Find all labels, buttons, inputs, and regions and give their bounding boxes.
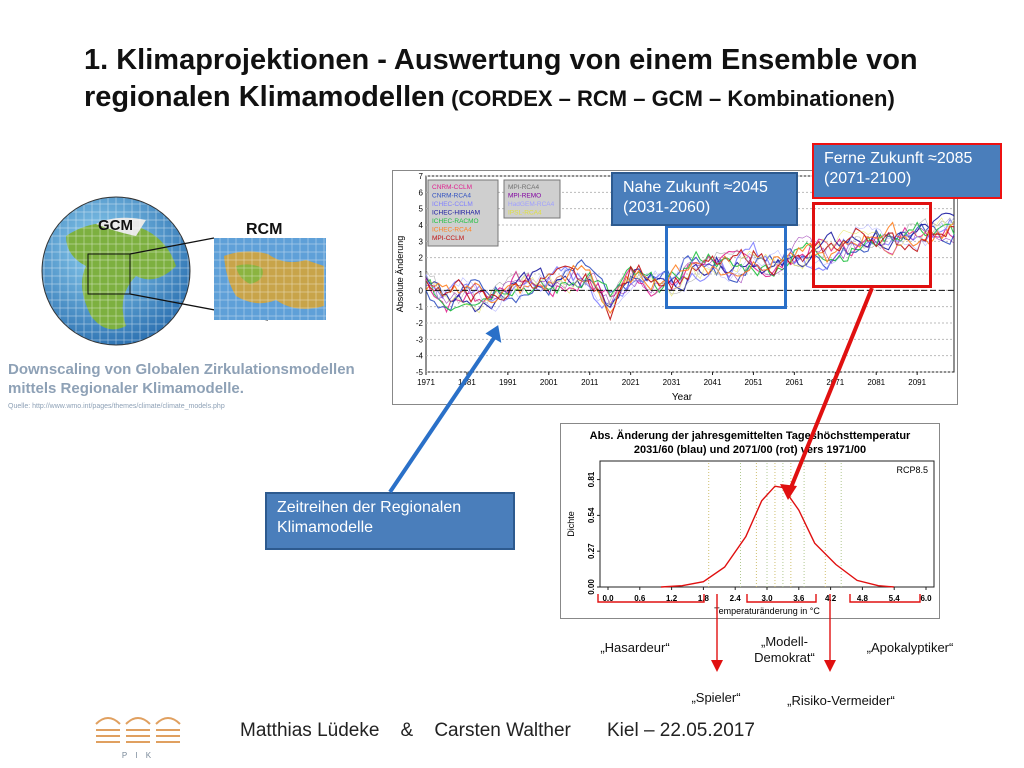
timeseries-ylabel: Absolute Änderung bbox=[395, 236, 405, 313]
bracket-hasardeur bbox=[597, 594, 705, 603]
ts-xtick-label: 2031 bbox=[663, 378, 681, 387]
density-xtick-label: 3.0 bbox=[761, 594, 773, 603]
near-future-callout: Nahe Zukunft ≈2045 (2031-2060) bbox=[611, 172, 798, 226]
ts-xtick-label: 2011 bbox=[581, 378, 599, 387]
legend-entry: HadGEM-RCA4 bbox=[508, 201, 555, 208]
downscaling-caption: Downscaling von Globalen Zirkulationsmod… bbox=[8, 361, 355, 397]
ts-ytick-label: 5 bbox=[419, 205, 424, 214]
ts-series-line bbox=[425, 217, 955, 307]
title-line-2: regionalen Klimamodellen bbox=[84, 81, 445, 113]
gcm-rcm-illustration: GCM RCM bbox=[41, 196, 326, 346]
ts-xtick-label: 2021 bbox=[622, 378, 640, 387]
title-line-2-sub: (CORDEX – RCM – GCM – Kombinationen) bbox=[444, 86, 895, 111]
legend-entry: ICHEC-CCLM bbox=[432, 201, 473, 208]
ts-xtick-label: 2071 bbox=[826, 378, 844, 387]
density-xtick-label: 1.2 bbox=[666, 594, 678, 603]
legend-entry: ICHEC-RCA4 bbox=[432, 227, 472, 234]
ts-ytick-label: -3 bbox=[416, 335, 424, 344]
legend-entry: CNRM-CCLM bbox=[432, 184, 472, 191]
density-ytick-label: 0.00 bbox=[587, 579, 596, 595]
legend-entry: ICHEC-RACMO bbox=[432, 218, 479, 225]
ts-ytick-label: 7 bbox=[419, 172, 424, 181]
ts-ytick-label: -4 bbox=[416, 352, 424, 361]
ts-xtick-label: 2041 bbox=[704, 378, 722, 387]
gcm-label: GCM bbox=[98, 217, 133, 234]
bracket-apokalyptiker bbox=[849, 594, 921, 603]
ts-xtick-label: 1971 bbox=[417, 378, 435, 387]
density-ytick-label: 0.81 bbox=[587, 471, 596, 487]
ts-ytick-label: 0 bbox=[419, 286, 424, 295]
density-xtick-label: 4.2 bbox=[825, 594, 837, 603]
legend-entry: MPI-REMO bbox=[508, 193, 541, 200]
density-annotation: RCP8.5 bbox=[896, 465, 928, 475]
density-xlabel: Temperaturänderung in °C bbox=[714, 606, 820, 616]
density-xtick-label: 5.4 bbox=[889, 594, 901, 603]
legend-entry: MPI-RCA4 bbox=[508, 184, 539, 191]
category-brackets bbox=[597, 594, 921, 672]
density-frame bbox=[560, 423, 940, 619]
density-xtick-label: 0.0 bbox=[602, 594, 614, 603]
density-ytick-label: 0.27 bbox=[587, 543, 596, 559]
ts-ytick-label: 2 bbox=[419, 254, 424, 263]
page-title: 1. Klimaprojektionen - Auswertung von ei… bbox=[84, 42, 984, 120]
ts-xtick-label: 2001 bbox=[540, 378, 558, 387]
density-xtick-label: 3.6 bbox=[793, 594, 805, 603]
density-xtick-label: 2.4 bbox=[730, 594, 742, 603]
density-xtick-label: 6.0 bbox=[920, 594, 932, 603]
ts-series-line bbox=[425, 226, 955, 322]
density-chart: Abs. Änderung der jahresgemittelten Tage… bbox=[560, 423, 940, 619]
downscaling-source: Quelle: http://www.wmo.int/pages/themes/… bbox=[8, 403, 225, 410]
density-curve bbox=[660, 485, 895, 588]
ts-ytick-label: -2 bbox=[416, 319, 424, 328]
timeseries-xlabel: Year bbox=[672, 392, 693, 403]
label-apokalyptiker: „Apokalyptiker“ bbox=[866, 640, 954, 655]
footer-authors: Matthias Lüdeke & Carsten Walther bbox=[240, 720, 571, 741]
pik-logo: P I K bbox=[95, 717, 181, 760]
ts-xtick-label: 1981 bbox=[458, 378, 476, 387]
label-hasardeur: „Hasardeur“ bbox=[600, 640, 670, 655]
ts-series-line bbox=[425, 217, 955, 312]
title-line-1: 1. Klimaprojektionen - Auswertung von ei… bbox=[84, 44, 918, 76]
ts-series-line bbox=[425, 221, 955, 312]
far-future-highlight bbox=[812, 202, 932, 288]
density-ytick-label: 0.54 bbox=[587, 507, 596, 523]
density-xtick-label: 0.6 bbox=[634, 594, 646, 603]
density-ylabel: Dichte bbox=[566, 511, 576, 537]
ts-series-line bbox=[425, 217, 955, 314]
ts-xtick-label: 2061 bbox=[785, 378, 803, 387]
ts-ytick-label: 3 bbox=[419, 237, 424, 246]
ts-ytick-label: 6 bbox=[419, 188, 424, 197]
density-subtitle: 2031/60 (blau) und 2071/00 (rot) vers 19… bbox=[634, 444, 866, 456]
ts-ytick-label: -5 bbox=[416, 368, 424, 377]
far-future-callout: Ferne Zukunft ≈2085 (2071-2100) bbox=[812, 143, 1002, 199]
ts-ytick-label: 4 bbox=[419, 221, 424, 230]
ts-series-line bbox=[425, 223, 955, 312]
ts-series-line bbox=[425, 228, 955, 306]
ts-xtick-label: 2081 bbox=[867, 378, 885, 387]
label-spieler: „Spieler“ bbox=[691, 690, 741, 705]
timeseries-callout: Zeitreihen der Regionalen Klimamodelle bbox=[265, 492, 515, 550]
near-future-highlight bbox=[665, 225, 787, 309]
label-risiko-vermeider: „Risiko-Vermeider“ bbox=[787, 693, 895, 708]
ts-xtick-label: 2091 bbox=[908, 378, 926, 387]
bracket-modell bbox=[746, 594, 817, 603]
label-modell-demokrat: „Modell-Demokrat“ bbox=[754, 634, 815, 665]
footer-place-date: Kiel – 22.05.2017 bbox=[607, 720, 755, 741]
legend-entry: MPI-CCLM bbox=[432, 235, 464, 242]
ts-xtick-label: 1991 bbox=[499, 378, 517, 387]
rcm-label: RCM bbox=[246, 221, 282, 238]
ts-ytick-label: 1 bbox=[419, 270, 424, 279]
ts-ytick-label: -1 bbox=[416, 303, 424, 312]
density-xtick-label: 4.8 bbox=[857, 594, 869, 603]
pik-logo-text: P I K bbox=[122, 751, 154, 760]
density-title: Abs. Änderung der jahresgemittelten Tage… bbox=[590, 429, 911, 442]
legend-entry: IPSL-RCA4 bbox=[508, 210, 542, 217]
ts-xtick-label: 2051 bbox=[745, 378, 763, 387]
legend-entry: ICHEC-HIRHAM bbox=[432, 210, 480, 217]
legend-entry: CNRM-RCA4 bbox=[432, 193, 471, 200]
